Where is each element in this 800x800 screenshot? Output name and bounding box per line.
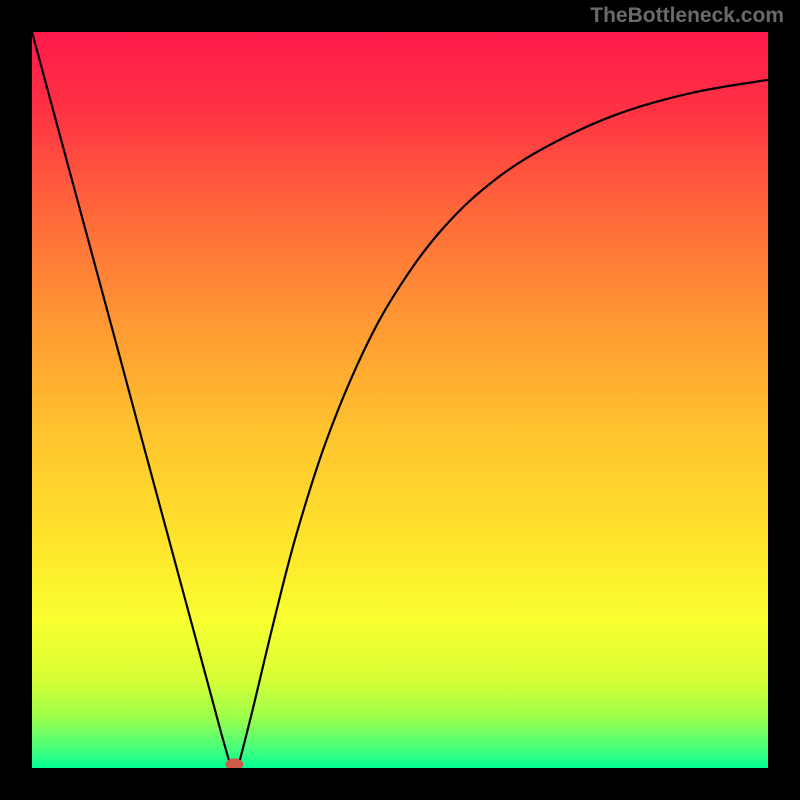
chart-container: TheBottleneck.com bbox=[0, 0, 800, 800]
curve-right-branch bbox=[240, 80, 768, 762]
curve-layer bbox=[32, 32, 768, 768]
watermark-text: TheBottleneck.com bbox=[590, 4, 784, 28]
curve-left-branch bbox=[32, 32, 229, 761]
plot-area bbox=[32, 32, 768, 768]
